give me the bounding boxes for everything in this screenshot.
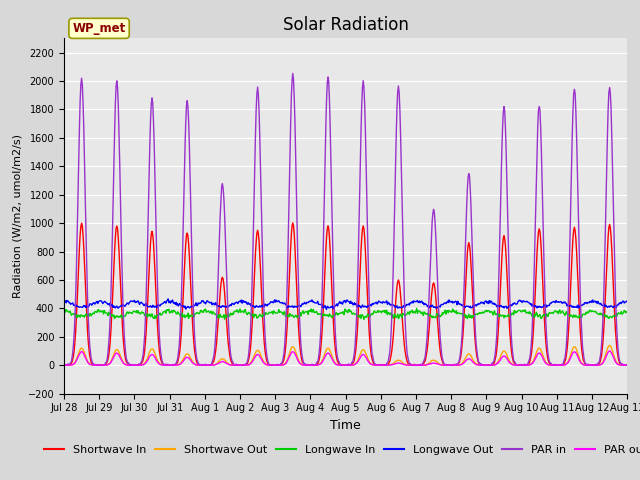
Longwave Out: [230, 301, 238, 307]
Shortwave In: [127, 362, 134, 368]
Line: PAR in: PAR in: [64, 73, 627, 365]
Longwave Out: [126, 299, 134, 305]
Longwave In: [230, 312, 237, 317]
PAR in: [280, 355, 287, 360]
Line: PAR out: PAR out: [64, 351, 627, 365]
Longwave In: [257, 313, 265, 319]
Shortwave Out: [623, 362, 630, 368]
Shortwave In: [60, 362, 68, 368]
Longwave In: [126, 310, 134, 315]
Shortwave In: [280, 359, 287, 364]
Longwave Out: [280, 301, 287, 307]
Longwave Out: [623, 299, 630, 304]
Longwave Out: [436, 304, 444, 310]
Line: Shortwave In: Shortwave In: [64, 223, 627, 365]
Line: Longwave In: Longwave In: [64, 308, 627, 319]
PAR out: [606, 348, 614, 354]
Longwave In: [60, 309, 68, 314]
Shortwave Out: [60, 362, 68, 368]
Longwave In: [404, 309, 412, 315]
PAR in: [230, 361, 238, 367]
PAR in: [258, 235, 266, 241]
PAR in: [436, 335, 444, 341]
Shortwave Out: [606, 343, 614, 348]
Longwave Out: [60, 300, 68, 305]
Longwave In: [623, 309, 630, 315]
Y-axis label: Radiation (W/m2, umol/m2/s): Radiation (W/m2, umol/m2/s): [12, 134, 22, 298]
Shortwave In: [230, 362, 238, 368]
PAR in: [289, 71, 297, 76]
PAR out: [60, 362, 68, 368]
Shortwave In: [436, 348, 444, 354]
Legend: Shortwave In, Shortwave Out, Longwave In, Longwave Out, PAR in, PAR out: Shortwave In, Shortwave Out, Longwave In…: [40, 440, 640, 459]
Shortwave In: [258, 300, 266, 306]
PAR out: [127, 362, 134, 368]
Longwave Out: [164, 296, 172, 302]
Shortwave Out: [435, 360, 443, 366]
PAR in: [405, 359, 413, 364]
Longwave Out: [323, 306, 330, 312]
PAR out: [280, 362, 287, 368]
Shortwave In: [289, 220, 297, 226]
PAR out: [436, 362, 444, 368]
Line: Shortwave Out: Shortwave Out: [64, 346, 627, 365]
Text: WP_met: WP_met: [72, 22, 125, 35]
X-axis label: Time: Time: [330, 419, 361, 432]
Shortwave Out: [126, 362, 134, 368]
Shortwave Out: [403, 362, 411, 368]
Longwave Out: [405, 301, 413, 307]
PAR out: [230, 362, 238, 368]
PAR out: [404, 362, 412, 368]
Title: Solar Radiation: Solar Radiation: [283, 16, 408, 34]
PAR out: [258, 357, 266, 363]
Longwave Out: [258, 302, 266, 308]
PAR out: [623, 362, 630, 368]
Shortwave Out: [257, 354, 265, 360]
Shortwave In: [405, 361, 413, 367]
PAR in: [61, 362, 68, 368]
Line: Longwave Out: Longwave Out: [64, 299, 627, 309]
PAR in: [127, 361, 134, 367]
Longwave In: [413, 305, 420, 311]
Longwave In: [436, 314, 444, 320]
Shortwave Out: [230, 362, 237, 368]
PAR in: [623, 362, 630, 368]
Shortwave In: [623, 362, 630, 368]
PAR in: [60, 362, 68, 368]
Shortwave In: [61, 362, 68, 368]
PAR out: [62, 362, 70, 368]
Longwave In: [360, 316, 368, 322]
Shortwave Out: [278, 362, 286, 368]
Longwave In: [278, 310, 286, 316]
